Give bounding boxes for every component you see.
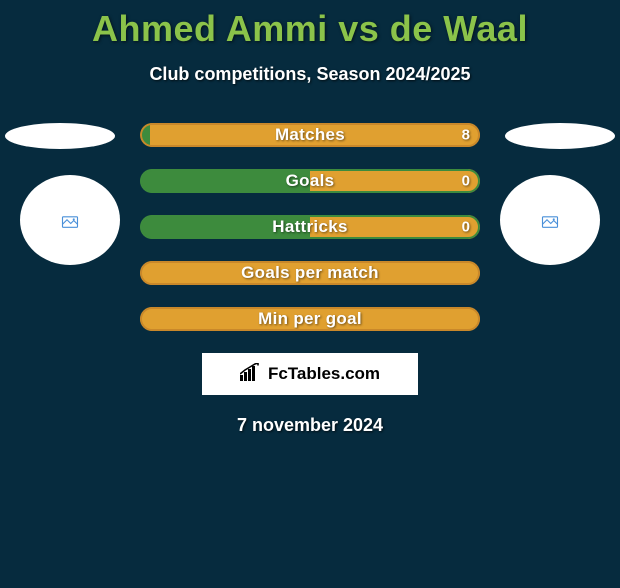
brand-chart-icon	[240, 363, 262, 386]
stat-bars: Matches 8 Goals 0 Hattricks 0 Goals per match M…	[140, 123, 480, 331]
stat-bar-value-right: 8	[462, 127, 470, 144]
page-title: Ahmed Ammi vs de Waal	[0, 8, 620, 50]
brand-text: FcTables.com	[268, 364, 380, 384]
player-right-ellipse	[505, 123, 615, 149]
stat-bar-left-fill	[140, 169, 310, 193]
date-line: 7 november 2024	[0, 415, 620, 436]
page-subtitle: Club competitions, Season 2024/2025	[0, 64, 620, 85]
player-left-avatar	[20, 175, 120, 265]
stat-bar: Goals per match	[140, 261, 480, 285]
stat-bar: Goals 0	[140, 169, 480, 193]
stat-bar-right-fill	[310, 169, 480, 193]
stat-bar-value-right: 0	[462, 219, 470, 236]
player-right-badge-border	[539, 213, 561, 227]
stat-bar-label: Hattricks	[272, 217, 347, 237]
stat-bar: Hattricks 0	[140, 215, 480, 239]
stat-bar-label: Goals per match	[241, 263, 379, 283]
stat-bar-label: Matches	[275, 125, 345, 145]
player-left-ellipse	[5, 123, 115, 149]
comparison-region: Matches 8 Goals 0 Hattricks 0 Goals per match M…	[0, 123, 620, 331]
player-right-avatar	[500, 175, 600, 265]
brand: FcTables.com	[240, 363, 380, 386]
placeholder-image-icon-right	[541, 213, 559, 231]
stat-bar-label: Min per goal	[258, 309, 362, 329]
player-right-avatar-bg	[500, 175, 600, 265]
stat-bar-value-right: 0	[462, 173, 470, 190]
player-left-avatar-bg	[20, 175, 120, 265]
placeholder-image-icon-left	[61, 213, 79, 231]
stat-bar-left-fill	[140, 123, 150, 147]
player-left-badge-border	[59, 213, 81, 227]
stat-bar-label: Goals	[286, 171, 335, 191]
stat-bar: Matches 8	[140, 123, 480, 147]
stat-bar: Min per goal	[140, 307, 480, 331]
brand-box: FcTables.com	[202, 353, 418, 395]
